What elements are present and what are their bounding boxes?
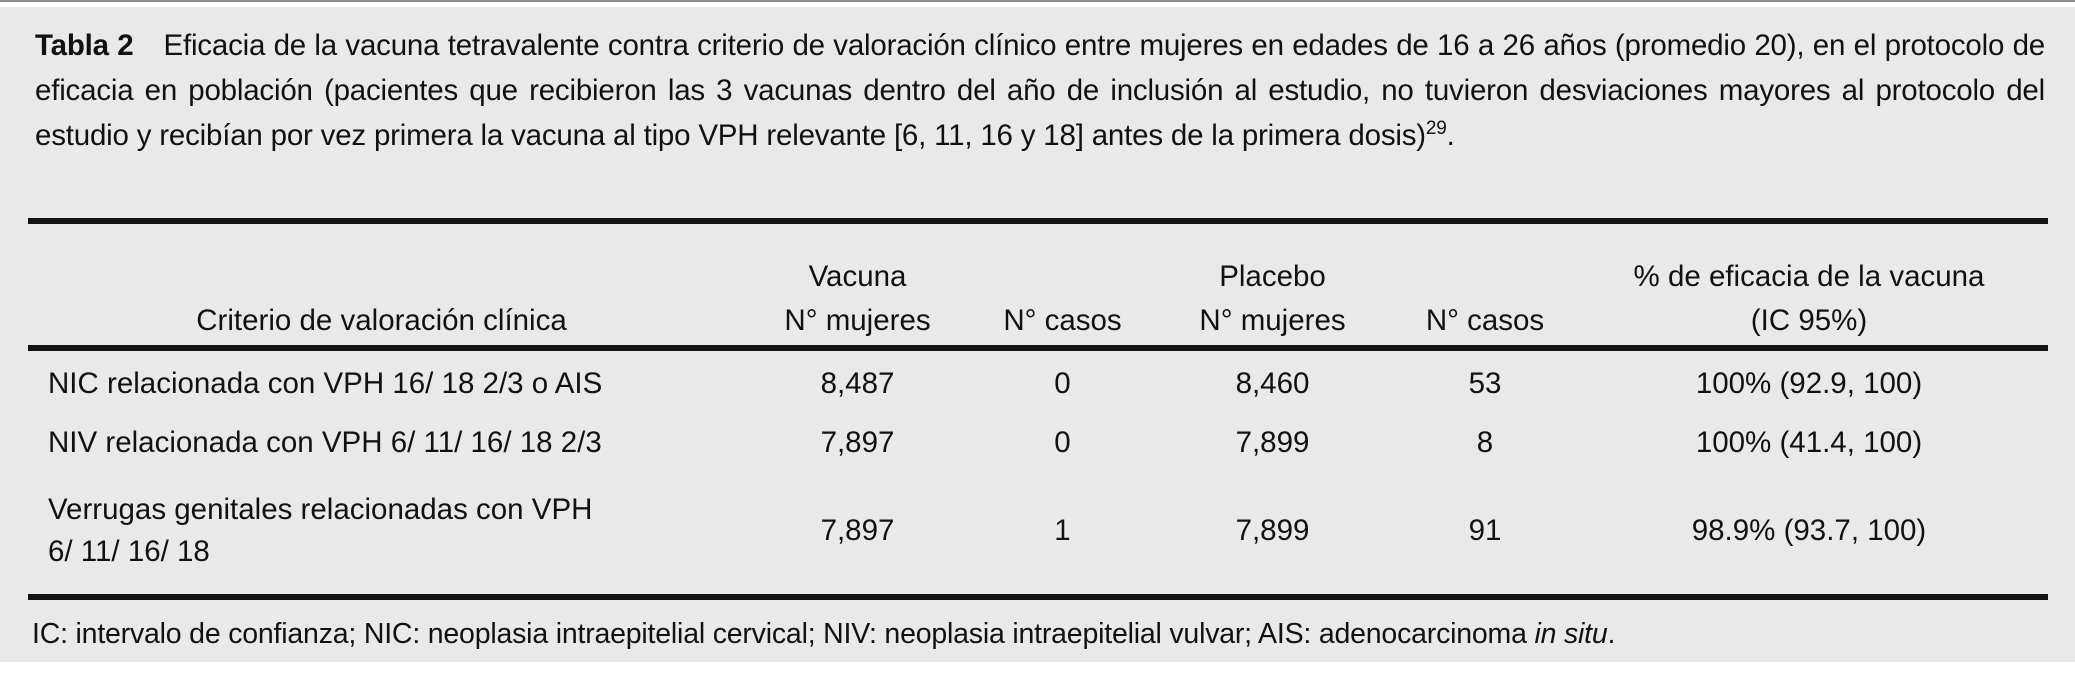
rule-bottom [28,594,2048,600]
header-placebo-casos: N° casos [1425,304,1545,337]
header-group-vacuna: Vacuna [808,260,907,293]
header-group-spacer [28,255,735,299]
cell-vacuna-mujeres: 7,897 [820,514,895,547]
cell-vacuna-casos: 0 [1054,425,1071,459]
caption-period: . [1446,119,1455,152]
cell-vacuna-mujeres: 7,897 [820,425,895,459]
cell-placebo-casos: 53 [1468,366,1502,400]
cell-eficacia: 98.9% (93.7, 100) [1691,514,1927,547]
footnote-text: IC: intervalo de confianza; NIC: neoplas… [32,618,1527,650]
cell-criterio: NIC relacionada con VPH 16/ 18 2/3 o AIS [48,366,603,400]
header-criterio: Criterio de valoración clínica [196,304,567,337]
header-vacuna-casos: N° casos [1003,304,1122,337]
criterio-lines: Verrugas genitales relacionadas con VPH … [48,489,592,573]
cell-eficacia: 100% (92.9, 100) [1695,366,1923,400]
header-vacuna-mujeres: N° mujeres [784,304,931,337]
cell-vacuna-casos: 0 [1054,366,1071,400]
table-caption: Tabla 2 Eficacia de la vacuna tetravalent… [35,23,2045,158]
criterio-line-1: Verrugas genitales relacionadas con VPH [48,493,593,526]
cell-criterio: Verrugas genitales relacionadas con VPH … [28,469,735,593]
cell-placebo-casos: 8 [1476,425,1494,459]
table-panel: Tabla 2 Eficacia de la vacuna tetravalent… [0,7,2075,662]
header-group-spacer [1400,255,1570,299]
criterio-line-2: 6/ 11/ 16/ 18 [48,535,210,568]
cell-placebo-mujeres: 7,899 [1235,425,1310,459]
cell-vacuna-mujeres: 8,487 [820,366,895,400]
header-sub-row: Criterio de valoración clínica N° mujere… [28,299,2048,343]
cell-placebo-mujeres: 8,460 [1235,366,1310,400]
table-row: Verrugas genitales relacionadas con VPH … [28,469,2048,593]
rule-top [28,218,2048,224]
footnote-period: . [1607,618,1616,650]
caption-reference: 29 [1425,118,1447,140]
rule-header [28,345,2048,351]
table-row: NIC relacionada con VPH 16/ 18 2/3 o AIS… [28,351,2048,416]
cell-eficacia: 100% (41.4, 100) [1695,425,1923,459]
page-top-edge [0,0,2075,2]
table-footnote: IC: intervalo de confianza; NIC: neoplas… [32,612,1615,656]
header-group-placebo: Placebo [1219,260,1326,293]
cell-vacuna-casos: 1 [1054,514,1071,547]
header-group-row: Vacuna Placebo % de eficacia de la vacun… [28,255,2048,299]
table-body: NIC relacionada con VPH 16/ 18 2/3 o AIS… [28,351,2048,593]
cell-placebo-mujeres: 7,899 [1235,514,1310,547]
caption-text: Eficacia de la vacuna tetravalente contr… [35,29,2045,152]
table-row: NIV relacionada con VPH 6/ 11/ 16/ 18 2/… [28,416,2048,469]
cell-placebo-casos: 91 [1468,514,1502,547]
header-group-spacer [980,255,1145,299]
header-ic: (IC 95%) [1750,304,1868,337]
table-label: Tabla 2 [35,29,134,62]
header-placebo-mujeres: N° mujeres [1199,304,1346,337]
header-group-eficacia: % de eficacia de la vacuna [1633,260,1985,293]
footnote-italic: in situ [1534,618,1608,650]
cell-criterio: NIV relacionada con VPH 6/ 11/ 16/ 18 2/… [48,425,602,459]
